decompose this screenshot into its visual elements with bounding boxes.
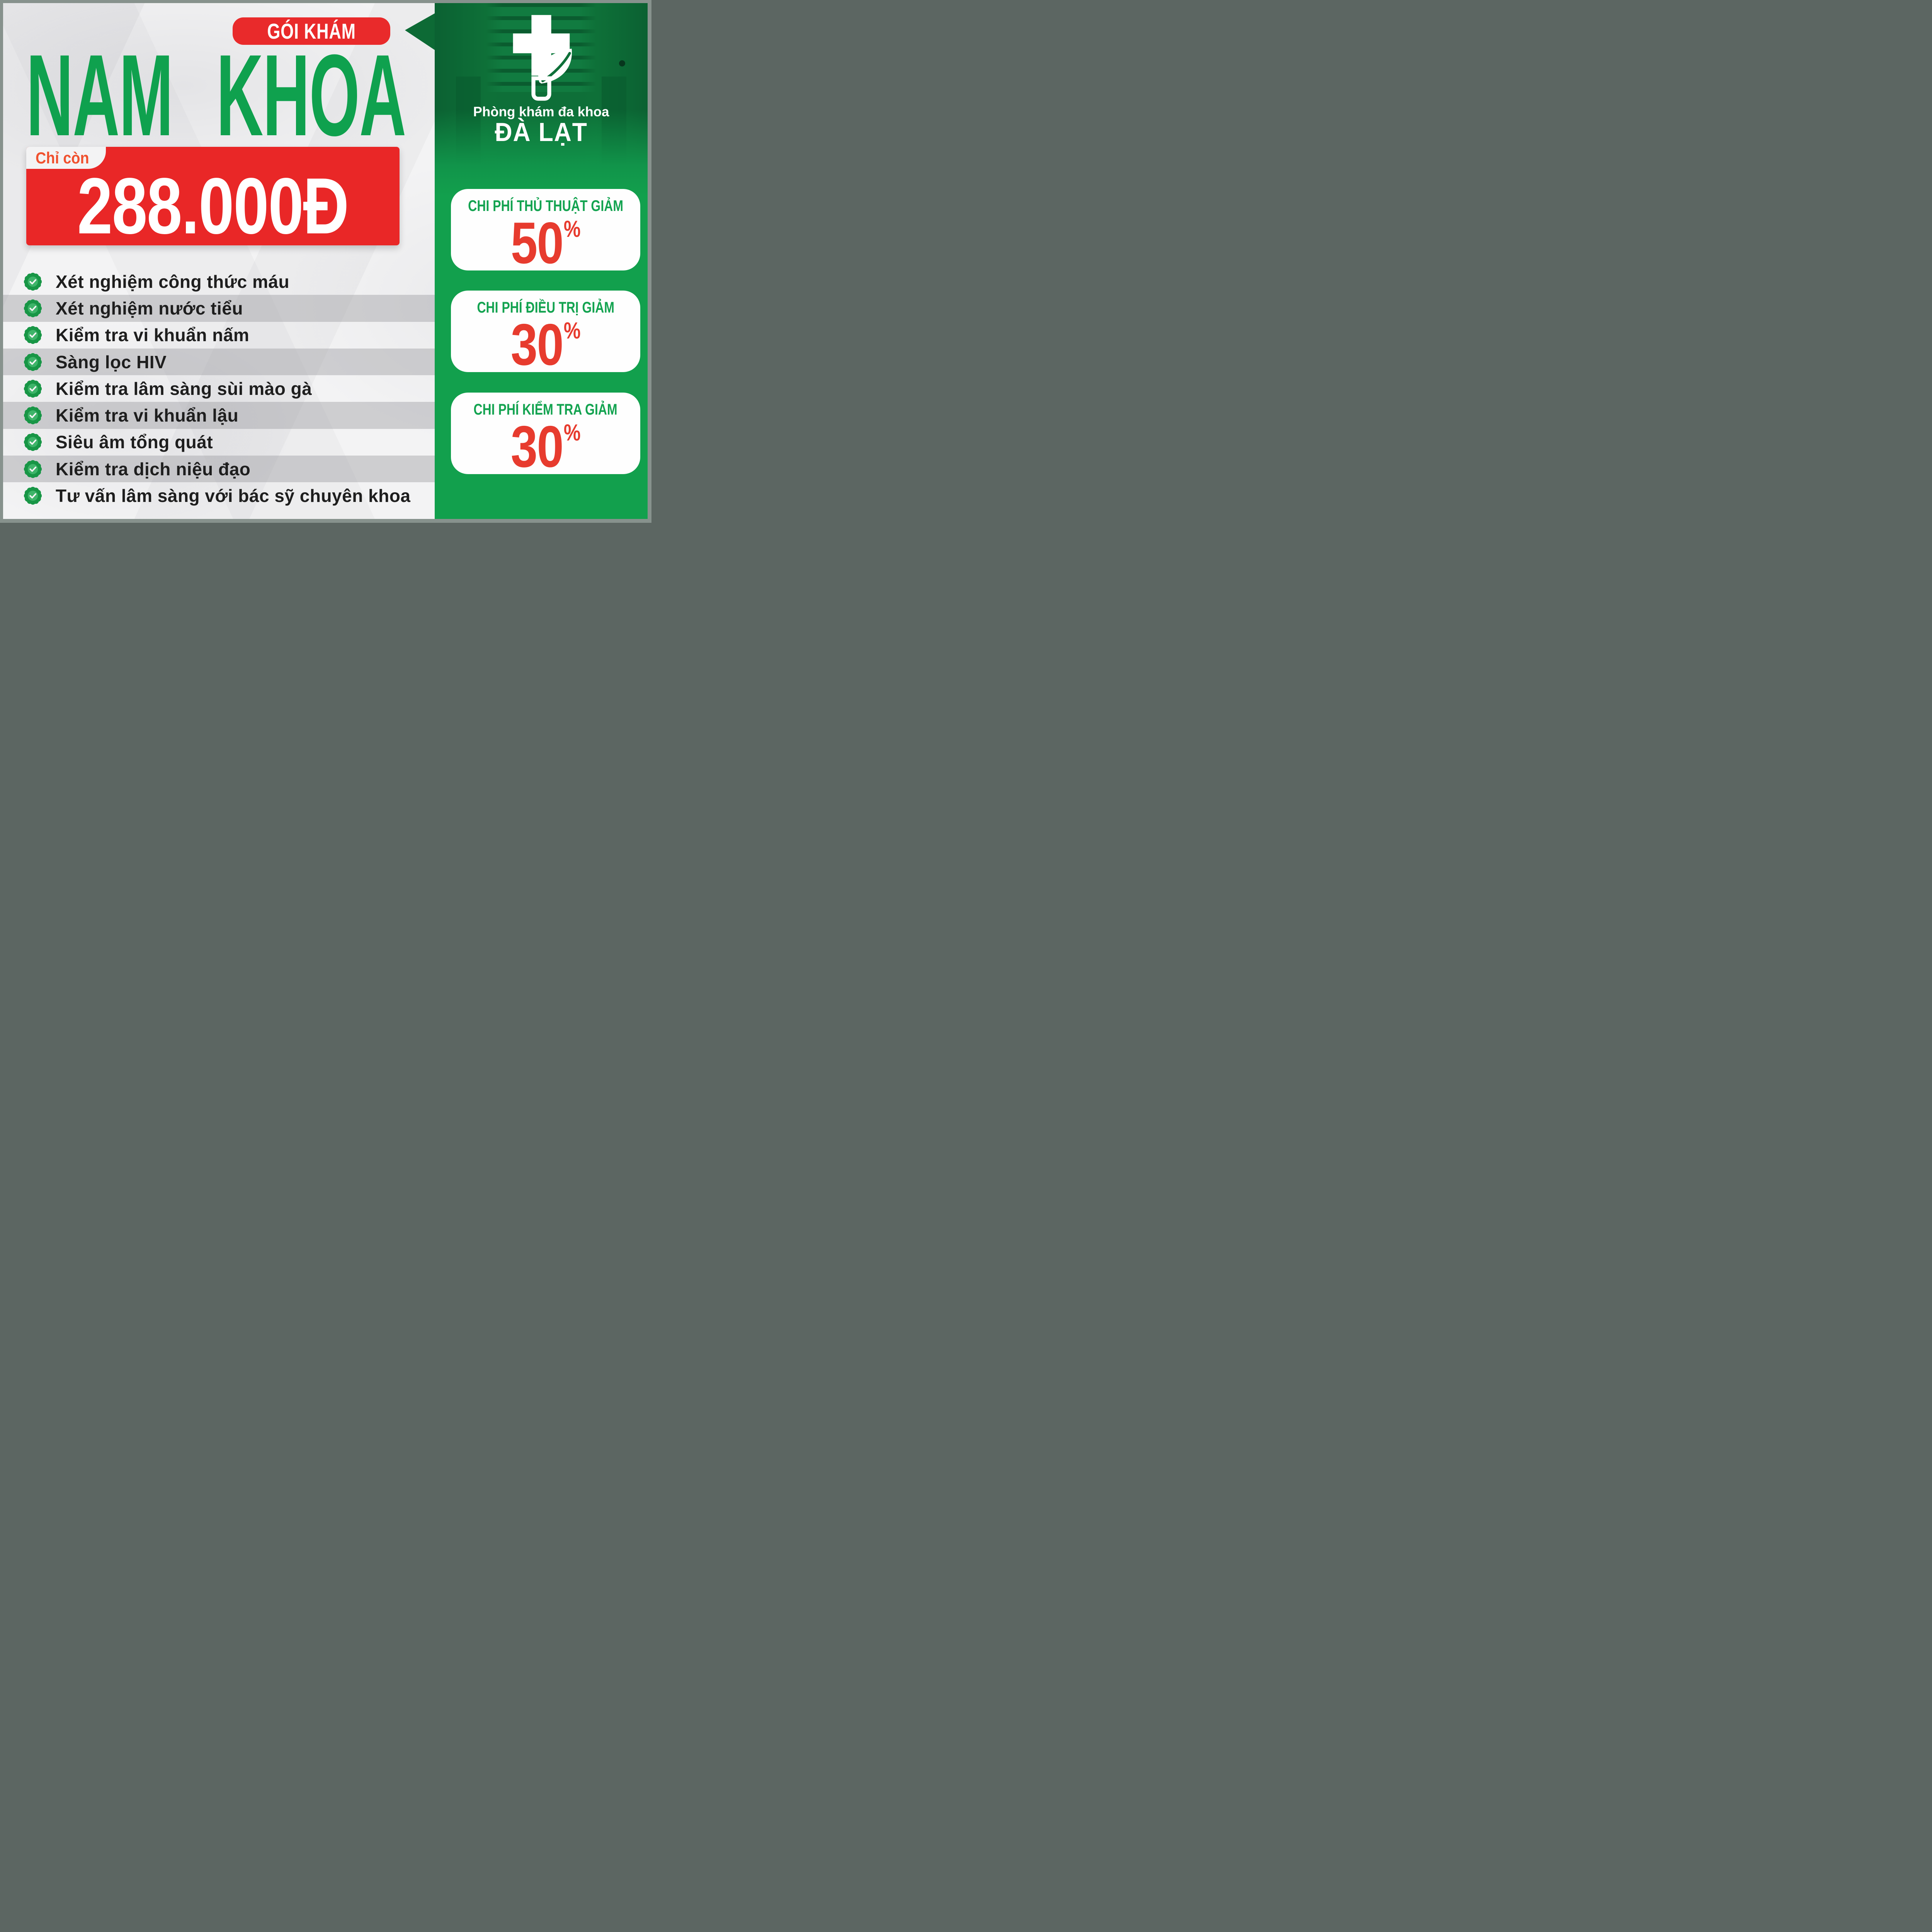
page-title: NAM KHOA — [26, 37, 648, 153]
offer-card: CHI PHÍ THỦ THUẬT GIẢM 50 % — [451, 189, 640, 276]
clinic-name-text: ĐÀ LẠT — [495, 117, 588, 147]
page-title-text: NAM KHOA — [26, 30, 406, 160]
check-badge-icon — [23, 325, 43, 345]
price-tag: Chỉ còn — [26, 147, 106, 169]
price-amount-text: 288.000Đ — [77, 161, 349, 250]
service-label: Kiểm tra dịch niệu đạo — [56, 459, 251, 479]
offer-title: CHI PHÍ ĐIỀU TRỊ GIẢM — [477, 299, 614, 316]
package-badge: GÓI KHÁM — [233, 17, 390, 45]
security-camera-icon — [619, 60, 625, 66]
offer-value: 30 % — [510, 312, 581, 378]
check-badge-icon — [23, 459, 43, 479]
medical-cross-leaf-icon — [513, 15, 572, 101]
promo-poster: GÓI KHÁM NAM KHOA Chỉ còn 288.000Đ Xét n… — [0, 0, 651, 523]
service-item: Kiểm tra lâm sàng sùi mào gà — [3, 375, 435, 402]
service-item: Kiểm tra vi khuẩn lậu — [3, 402, 435, 429]
check-badge-icon — [23, 379, 43, 398]
hallway-floor — [435, 109, 648, 196]
clinic-type-label: Phòng khám đa khoa — [435, 104, 648, 120]
check-badge-icon — [23, 406, 43, 425]
check-badge-icon — [23, 486, 43, 506]
service-item: Sàng lọc HIV — [3, 348, 435, 376]
service-item: Xét nghiệm nước tiểu — [3, 295, 435, 322]
service-item: Siêu âm tổng quát — [3, 429, 435, 456]
clinic-logo — [501, 12, 582, 102]
check-badge-icon — [23, 432, 43, 452]
price-amount: 288.000Đ — [26, 147, 400, 250]
check-badge-icon — [23, 298, 43, 318]
service-label: Kiểm tra lâm sàng sùi mào gà — [56, 378, 312, 399]
offer-title: CHI PHÍ THỦ THUẬT GIẢM — [468, 197, 623, 214]
offer-title: CHI PHÍ KIỂM TRA GIẢM — [473, 401, 618, 418]
service-item: Kiểm tra dịch niệu đạo — [3, 456, 435, 483]
offer-percent-number: 30 — [510, 312, 564, 378]
check-badge-icon — [23, 272, 43, 291]
percent-sign: % — [563, 318, 581, 344]
service-item: Xét nghiệm công thức máu — [3, 268, 435, 295]
service-label: Siêu âm tổng quát — [56, 432, 213, 452]
service-label: Kiểm tra vi khuẩn lậu — [56, 405, 239, 426]
offer-card: CHI PHÍ KIỂM TRA GIẢM 30 % — [451, 393, 640, 480]
offer-percent-number: 50 — [510, 210, 564, 276]
service-list: Xét nghiệm công thức máu Xét nghiệm nước… — [3, 268, 435, 509]
service-item: Kiểm tra vi khuẩn nấm — [3, 322, 435, 349]
offer-value: 30 % — [510, 414, 581, 480]
clinic-name: ĐÀ LẠT — [435, 119, 648, 145]
package-badge-label: GÓI KHÁM — [267, 19, 356, 43]
service-label: Xét nghiệm nước tiểu — [56, 298, 243, 318]
service-label: Xét nghiệm công thức máu — [56, 271, 290, 292]
offer-percent-number: 30 — [510, 414, 564, 480]
percent-sign: % — [563, 420, 581, 446]
price-tag-label: Chỉ còn — [36, 148, 89, 167]
service-item: Tư vấn lâm sàng với bác sỹ chuyên khoa — [3, 482, 435, 509]
offer-card: CHI PHÍ ĐIỀU TRỊ GIẢM 30 % — [451, 291, 640, 378]
green-panel: Phòng khám đa khoa ĐÀ LẠT CHI PHÍ THỦ TH… — [405, 3, 648, 519]
service-label: Kiểm tra vi khuẩn nấm — [56, 325, 250, 345]
service-label: Sàng lọc HIV — [56, 352, 167, 372]
paper-background: GÓI KHÁM NAM KHOA Chỉ còn 288.000Đ Xét n… — [3, 3, 648, 519]
price-banner: Chỉ còn 288.000Đ — [26, 147, 400, 250]
offer-value: 50 % — [510, 210, 581, 276]
check-badge-icon — [23, 352, 43, 372]
service-label: Tư vấn lâm sàng với bác sỹ chuyên khoa — [56, 486, 411, 506]
clinic-type-text: Phòng khám đa khoa — [473, 104, 609, 119]
percent-sign: % — [563, 216, 581, 242]
